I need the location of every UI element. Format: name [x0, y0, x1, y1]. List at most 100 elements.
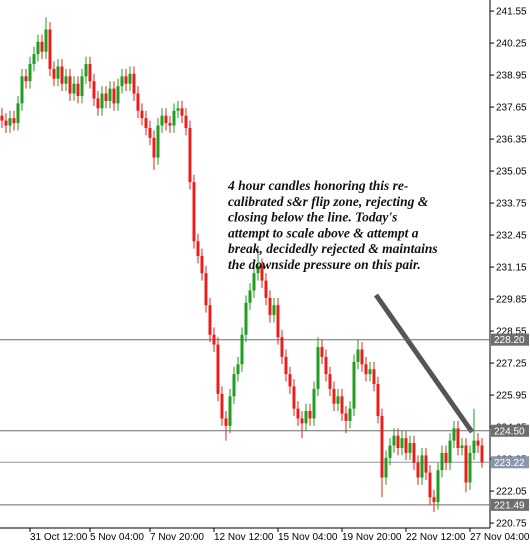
candle-body — [72, 83, 76, 94]
annotation: closing below the line. Today's — [228, 210, 397, 225]
y-tick-label: 229.85 — [496, 295, 527, 306]
candle-body — [348, 408, 352, 421]
candle-body — [444, 452, 448, 463]
y-tick-label: 231.15 — [496, 263, 527, 274]
x-tick-label: 22 Nov 12:00 — [406, 532, 466, 543]
candle-body — [256, 265, 260, 274]
y-tick-label: 237.65 — [496, 103, 527, 114]
candle-body — [12, 118, 16, 124]
candle-body — [0, 115, 4, 121]
candle-body — [48, 29, 52, 69]
candle-body — [308, 411, 312, 419]
level-line-box — [491, 498, 529, 511]
candle-body — [112, 88, 116, 104]
candle-body — [296, 408, 300, 419]
annotation: 4 hour candles honoring this re- — [227, 178, 409, 193]
candle-body — [404, 438, 408, 453]
candle-body — [388, 445, 392, 458]
y-tick-label: 232.45 — [496, 231, 527, 242]
y-tick-label: 238.95 — [496, 71, 527, 82]
candle-body — [136, 93, 140, 111]
candle-body — [204, 273, 208, 306]
candle-body — [76, 83, 80, 96]
annotation: calibrated s&r flip zone, rejecting & — [228, 194, 429, 209]
candle-body — [156, 125, 160, 158]
candle-body — [448, 440, 452, 463]
annotation: attempt to scale above & attempt a — [228, 225, 419, 240]
candle-body — [392, 435, 396, 446]
y-tick-label: 228.55 — [496, 327, 527, 338]
candle-body — [132, 73, 136, 94]
candle-body — [312, 388, 316, 419]
candle-body — [316, 347, 320, 389]
candle-body — [456, 428, 460, 448]
candle-body — [124, 76, 128, 84]
y-tick-label: 240.25 — [496, 39, 527, 50]
candle-body — [260, 265, 264, 281]
candle-body — [248, 290, 252, 303]
candle-body — [380, 416, 384, 478]
candle-body — [232, 374, 236, 397]
candle-body — [276, 305, 280, 338]
x-tick-label: 12 Nov 12:00 — [214, 532, 274, 543]
candle-body — [364, 364, 368, 375]
candle-body — [152, 137, 156, 158]
candle-body — [184, 115, 188, 128]
candle-body — [424, 455, 428, 473]
y-tick-label: 235.05 — [496, 167, 527, 178]
candle-body — [468, 452, 472, 483]
candle-body — [216, 344, 220, 394]
candle-body — [32, 54, 36, 64]
candle-body — [352, 361, 356, 409]
candle-body — [128, 73, 132, 84]
candle-body — [8, 118, 12, 126]
candle-body — [284, 356, 288, 375]
candle-body — [84, 64, 88, 77]
x-tick-label: 7 Nov 20:00 — [150, 532, 204, 543]
candle-body — [80, 76, 84, 96]
candle-body — [116, 86, 120, 104]
annotation: break, decidedly rejected & maintains — [228, 241, 438, 256]
candle-body — [376, 384, 380, 416]
candle-body — [196, 241, 200, 256]
candle-body — [268, 297, 272, 316]
candle-body — [236, 364, 240, 375]
candle-body — [436, 470, 440, 503]
candle-body — [192, 182, 196, 242]
candle-body — [240, 334, 244, 365]
candle-body — [212, 334, 216, 345]
candle-body — [148, 128, 152, 138]
y-tick-label: 220.75 — [496, 519, 527, 530]
candle-body — [108, 88, 112, 101]
candle-body — [96, 98, 100, 109]
level-line-box — [491, 424, 529, 437]
candle-body — [396, 435, 400, 448]
candle-body — [220, 393, 224, 419]
candle-body — [176, 108, 180, 111]
candle-body — [272, 305, 276, 316]
candle-body — [356, 349, 360, 362]
level-line-label: 224.50 — [494, 426, 525, 437]
candle-body — [280, 337, 284, 357]
candle-body — [460, 445, 464, 448]
candle-body — [324, 356, 328, 375]
x-tick-label: 31 Oct 12:00 — [30, 532, 88, 543]
level-line-label: 228.20 — [494, 335, 525, 346]
candle-body — [180, 108, 184, 116]
candle-body — [412, 443, 416, 463]
candle-body — [104, 93, 108, 101]
candle-body — [428, 472, 432, 498]
x-tick-label: 15 Nov 04:00 — [278, 532, 338, 543]
candle-body — [224, 418, 228, 426]
candle-body — [168, 123, 172, 126]
candle-body — [92, 81, 96, 99]
y-tick-label: 227.25 — [496, 359, 527, 370]
x-tick-label: 19 Nov 20:00 — [342, 532, 402, 543]
candle-body — [416, 462, 420, 478]
x-tick-label: 5 Nov 04:00 — [90, 532, 144, 543]
candle-body — [36, 41, 40, 55]
candle-body — [228, 396, 232, 426]
candle-body — [408, 443, 412, 453]
candle-body — [328, 374, 332, 389]
